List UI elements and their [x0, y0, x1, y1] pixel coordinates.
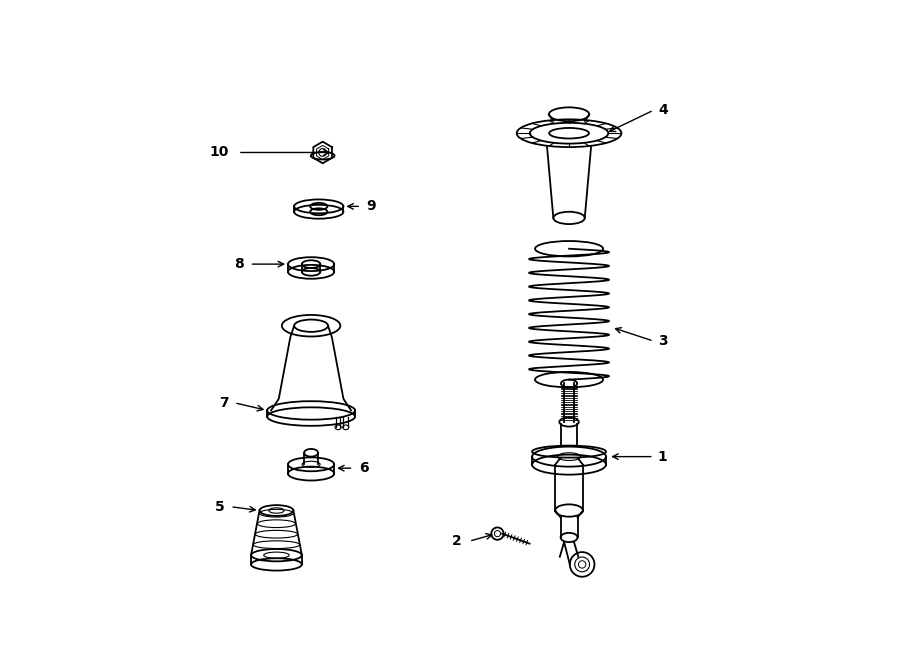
Text: 3: 3: [659, 334, 668, 348]
Text: 8: 8: [234, 257, 244, 271]
Text: 1: 1: [658, 449, 668, 463]
Text: 7: 7: [219, 396, 229, 410]
Text: 10: 10: [210, 145, 229, 159]
Text: 5: 5: [215, 500, 225, 514]
Text: 9: 9: [366, 200, 376, 214]
Text: 4: 4: [659, 103, 668, 117]
Ellipse shape: [532, 446, 606, 457]
Text: 6: 6: [359, 461, 368, 475]
Text: 2: 2: [452, 534, 461, 549]
